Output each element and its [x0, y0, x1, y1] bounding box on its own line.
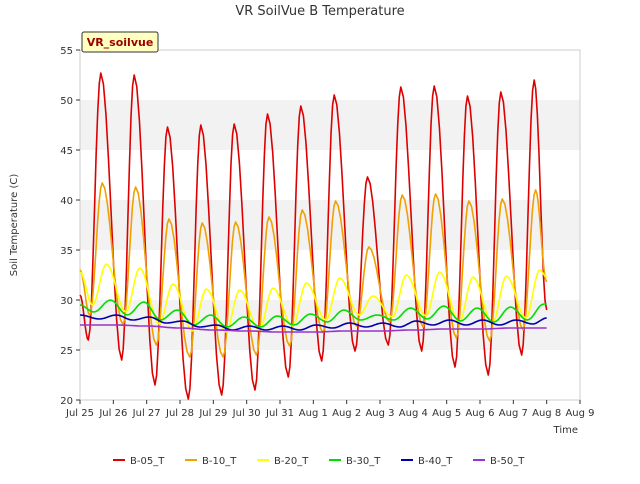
site-label-background — [81, 31, 159, 53]
x-tick-label: Aug 4 — [399, 408, 428, 419]
y-axis-label: Soil Temperature (C) — [9, 174, 20, 277]
legend-label: B-30_T — [346, 456, 381, 467]
y-tick-label: 40 — [60, 196, 73, 207]
series-line-b-40-t — [79, 314, 547, 331]
y-tick-label: 30 — [60, 296, 73, 307]
y-tick-label: 25 — [60, 346, 73, 357]
site-label-box: VR_soilvue — [81, 31, 159, 53]
legend-label: B-05_T — [130, 456, 165, 467]
x-tick-label: Jul 29 — [198, 408, 227, 419]
legend-label: B-20_T — [274, 456, 309, 467]
x-tick-label: Aug 1 — [299, 408, 328, 419]
legend-label: B-50_T — [490, 456, 525, 467]
series-line-b-05-t — [79, 72, 548, 400]
x-tick-label: Aug 5 — [432, 408, 461, 419]
legend: B-05_T B-10_T B-20_T B-30_T B-40_T B-50_T — [113, 456, 525, 467]
x-tick-label: Aug 9 — [565, 408, 594, 419]
x-tick-label: Aug 3 — [365, 408, 394, 419]
x-tick-label: Jul 25 — [65, 408, 94, 419]
x-axis-label: Time — [553, 425, 578, 436]
x-tick-label: Aug 2 — [332, 408, 361, 419]
chart-title: VR SoilVue B Temperature — [235, 4, 404, 19]
x-tick-label: Jul 28 — [165, 408, 194, 419]
x-tick-label: Aug 8 — [532, 408, 561, 419]
x-tick-label: Jul 31 — [265, 408, 294, 419]
y-tick-label: 55 — [60, 46, 73, 57]
legend-label: B-40_T — [418, 456, 453, 467]
series-line-b-10-t — [79, 182, 548, 358]
x-tick-label: Aug 7 — [499, 408, 528, 419]
y-tick-label: 20 — [60, 396, 73, 407]
x-tick-label: Jul 26 — [98, 408, 127, 419]
site-label: VR_soilvue — [87, 36, 154, 49]
legend-label: B-10_T — [202, 456, 237, 467]
y-axis: 20 25 30 35 40 45 50 55 — [60, 46, 80, 407]
series-group — [79, 72, 548, 400]
x-tick-label: Jul 27 — [132, 408, 161, 419]
plot-frame — [79, 49, 581, 401]
x-tick-label: Aug 6 — [465, 408, 494, 419]
y-tick-label: 35 — [60, 246, 73, 257]
y-tick-label: 50 — [60, 96, 73, 107]
x-tick-label: Jul 30 — [232, 408, 261, 419]
series-line-b-50-t — [80, 324, 547, 333]
x-axis: Jul 25 Jul 26 Jul 27 Jul 28 Jul 29 Jul 30 Jul … — [65, 400, 595, 419]
series-line-b-30-t — [79, 299, 548, 328]
y-tick-label: 45 — [60, 146, 73, 157]
